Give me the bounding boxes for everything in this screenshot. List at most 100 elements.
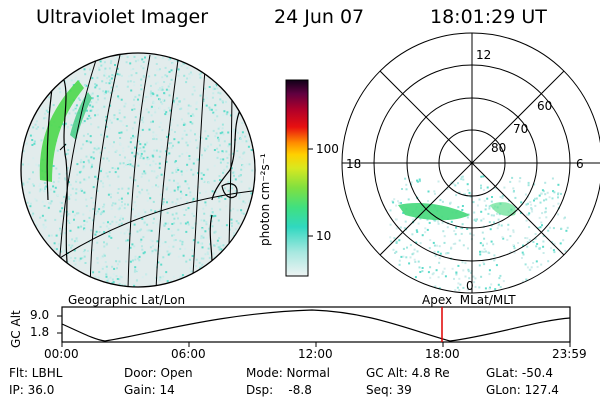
- speckle-pixel: [141, 215, 144, 218]
- speckle-pixel: [108, 184, 111, 187]
- speckle-pixel: [70, 79, 73, 82]
- time-label: 18:01:29 UT: [430, 6, 547, 28]
- speckle-pixel: [522, 253, 525, 256]
- speckle-pixel: [438, 257, 441, 260]
- speckle-pixel: [89, 68, 91, 71]
- speckle-pixel: [141, 119, 144, 121]
- speckle-pixel: [141, 172, 144, 175]
- speckle-pixel: [218, 200, 221, 203]
- speckle-pixel: [531, 210, 534, 213]
- speckle-pixel: [165, 271, 168, 274]
- speckle-pixel: [227, 181, 230, 184]
- speckle-pixel: [127, 203, 129, 206]
- colorbar-label-10: 10: [316, 229, 332, 243]
- speckle-pixel: [135, 152, 138, 154]
- speckle-pixel: [455, 194, 458, 197]
- speckle-pixel: [168, 142, 171, 145]
- speckle-pixel: [434, 219, 437, 222]
- speckle-pixel: [416, 179, 418, 182]
- speckle-pixel: [206, 97, 208, 99]
- speckle-pixel: [226, 156, 229, 159]
- speckle-pixel: [96, 261, 99, 264]
- speckle-pixel: [174, 239, 177, 241]
- speckle-pixel: [145, 108, 148, 111]
- speckle-pixel: [98, 68, 101, 71]
- speckle-pixel: [179, 247, 182, 250]
- speckle-pixel: [34, 123, 37, 126]
- speckle-pixel: [31, 144, 34, 146]
- speckle-pixel: [94, 233, 97, 236]
- speckle-pixel: [566, 226, 569, 229]
- speckle-pixel: [26, 136, 29, 139]
- speckle-pixel: [120, 222, 123, 225]
- speckle-pixel: [472, 234, 475, 237]
- speckle-pixel: [177, 74, 180, 77]
- speckle-pixel: [118, 131, 121, 134]
- speckle-pixel: [217, 219, 220, 222]
- speckle-pixel: [399, 226, 402, 229]
- speckle-pixel: [69, 229, 72, 232]
- speckle-pixel: [450, 220, 453, 223]
- speckle-pixel: [92, 186, 95, 189]
- speckle-pixel: [478, 198, 481, 201]
- speckle-pixel: [222, 158, 225, 161]
- colorbar-units: photon cm⁻²s⁻¹: [258, 153, 272, 246]
- speckle-pixel: [161, 56, 164, 59]
- speckle-pixel: [73, 218, 75, 221]
- speckle-pixel: [102, 266, 105, 269]
- speckle-pixel: [106, 268, 108, 271]
- speckle-pixel: [399, 202, 402, 204]
- speckle-pixel: [110, 77, 113, 80]
- speckle-pixel: [120, 98, 123, 101]
- speckle-pixel: [97, 108, 100, 111]
- speckle-pixel: [90, 229, 93, 232]
- speckle-pixel: [130, 234, 133, 236]
- speckle-pixel: [482, 175, 485, 178]
- speckle-pixel: [203, 147, 206, 150]
- speckle-pixel: [405, 256, 408, 259]
- speckle-pixel: [460, 227, 463, 230]
- speckle-pixel: [509, 250, 512, 253]
- speckle-pixel: [82, 165, 85, 168]
- speckle-pixel: [194, 133, 196, 136]
- speckle-pixel: [82, 167, 85, 170]
- speckle-pixel: [185, 133, 188, 136]
- speckle-pixel: [405, 275, 407, 278]
- speckle-pixel: [117, 175, 120, 178]
- speckle-pixel: [239, 138, 242, 140]
- speckle-pixel: [45, 226, 47, 228]
- speckle-pixel: [192, 215, 195, 217]
- speckle-pixel: [192, 197, 195, 200]
- speckle-pixel: [132, 136, 135, 139]
- speckle-pixel: [143, 221, 146, 224]
- speckle-pixel: [212, 92, 215, 95]
- speckle-pixel: [120, 197, 123, 200]
- speckle-pixel: [97, 147, 100, 150]
- speckle-pixel: [87, 86, 90, 89]
- speckle-pixel: [89, 117, 92, 120]
- speckle-pixel: [22, 163, 24, 166]
- mlt-label-6: 6: [576, 157, 584, 171]
- speckle-pixel: [436, 244, 438, 247]
- speckle-pixel: [144, 143, 147, 146]
- speckle-pixel: [32, 171, 34, 174]
- speckle-pixel: [209, 243, 212, 246]
- speckle-pixel: [229, 197, 232, 200]
- speckle-pixel: [413, 248, 416, 251]
- speckle-pixel: [543, 283, 546, 286]
- speckle-pixel: [535, 260, 538, 263]
- speckle-pixel: [83, 191, 86, 194]
- speckle-pixel: [469, 232, 472, 235]
- speckle-pixel: [118, 205, 121, 208]
- speckle-pixel: [116, 73, 119, 76]
- speckle-pixel: [84, 73, 87, 76]
- speckle-pixel: [170, 69, 173, 72]
- speckle-pixel: [108, 235, 111, 238]
- speckle-pixel: [130, 74, 133, 77]
- speckle-pixel: [548, 276, 551, 279]
- speckle-pixel: [490, 200, 493, 203]
- speckle-pixel: [158, 107, 161, 110]
- speckle-pixel: [172, 99, 175, 102]
- speckle-pixel: [407, 198, 410, 201]
- speckle-pixel: [108, 171, 111, 173]
